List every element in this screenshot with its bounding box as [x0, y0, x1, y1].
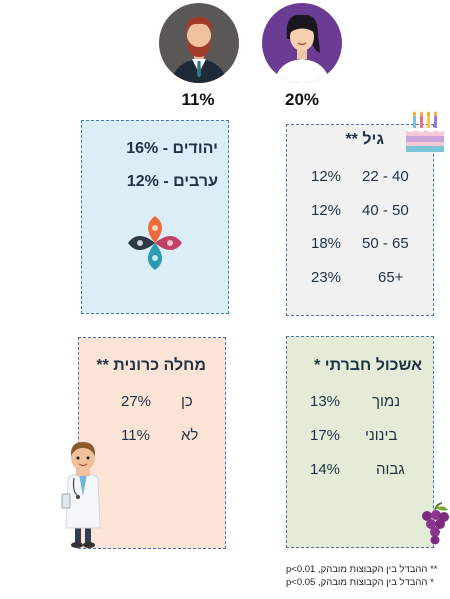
age-row-range-2: 40 - 50	[362, 202, 409, 219]
social-row-pct-3: 14%	[310, 461, 341, 478]
footnote-p005: * ההבדל בין הקבוצות מובהק, p<0.05	[286, 577, 434, 588]
age-title: גיל **	[345, 131, 384, 148]
ethnicity-arabs: ערבים - 12%	[126, 173, 218, 190]
age-row-pct-2: 12%	[311, 202, 342, 219]
chronic-row-pct-1: 27%	[121, 393, 152, 410]
chronic-row-pct-2: 11%	[121, 427, 150, 444]
age-row-range-3: 50 - 65	[362, 235, 409, 252]
chronic-title: מחלה כרונית **	[96, 357, 206, 374]
age-box	[286, 124, 434, 316]
chronic-row-label-1: כן	[181, 393, 193, 410]
social-row-pct-1: 13%	[310, 393, 341, 410]
female-percentage: 20%	[284, 90, 320, 109]
age-row-pct-3: 18%	[311, 235, 342, 252]
doctor-icon	[58, 436, 108, 548]
footnote-p001: ** ההבדל בין הקבוצות מובהק, p<0.01	[286, 564, 438, 575]
social-row-label-1: נמוך	[372, 393, 401, 410]
social-title: אשכול חברתי *	[314, 357, 422, 374]
social-row-label-2: בינוני	[365, 427, 398, 444]
grapes-icon	[418, 502, 450, 546]
diversity-icon	[126, 214, 184, 272]
social-row-pct-2: 17%	[310, 427, 341, 444]
social-box	[286, 336, 434, 548]
birthday-cake-icon	[402, 110, 448, 156]
chronic-row-label-2: לא	[181, 427, 199, 444]
age-row-range-1: 22 - 40	[362, 168, 409, 185]
age-row-pct-1: 12%	[311, 168, 342, 185]
male-percentage: 11%	[181, 90, 215, 109]
social-row-label-3: גבוה	[376, 461, 405, 478]
male-avatar	[159, 3, 239, 83]
age-row-pct-4: 23%	[311, 269, 342, 286]
ethnicity-jews: יהודים - 16%	[126, 140, 218, 157]
female-avatar	[262, 3, 342, 83]
age-row-range-4: 65+	[378, 269, 404, 286]
